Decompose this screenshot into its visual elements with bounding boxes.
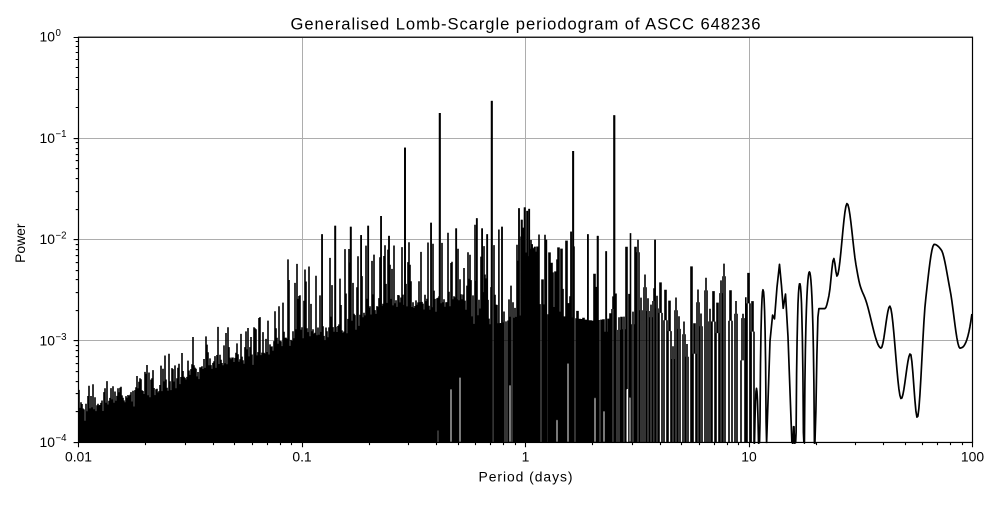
svg-text:Generalised Lomb-Scargle perio: Generalised Lomb-Scargle periodogram of …	[291, 15, 761, 34]
svg-text:100: 100	[961, 449, 984, 465]
svg-text:0: 0	[56, 28, 62, 39]
svg-text:10: 10	[40, 130, 56, 146]
svg-text:10: 10	[40, 29, 56, 45]
svg-text:−1: −1	[56, 129, 67, 140]
svg-text:1: 1	[522, 449, 530, 465]
svg-text:0.01: 0.01	[65, 449, 92, 465]
svg-text:0.1: 0.1	[292, 449, 312, 465]
svg-text:−2: −2	[56, 231, 67, 242]
svg-text:10: 10	[40, 434, 56, 450]
svg-text:Period (days): Period (days)	[479, 469, 573, 485]
svg-text:10: 10	[40, 231, 56, 247]
svg-text:−4: −4	[56, 433, 68, 444]
svg-text:10: 10	[741, 449, 757, 465]
svg-text:10: 10	[40, 333, 56, 349]
svg-text:Power: Power	[12, 223, 28, 263]
svg-text:−3: −3	[56, 332, 67, 343]
